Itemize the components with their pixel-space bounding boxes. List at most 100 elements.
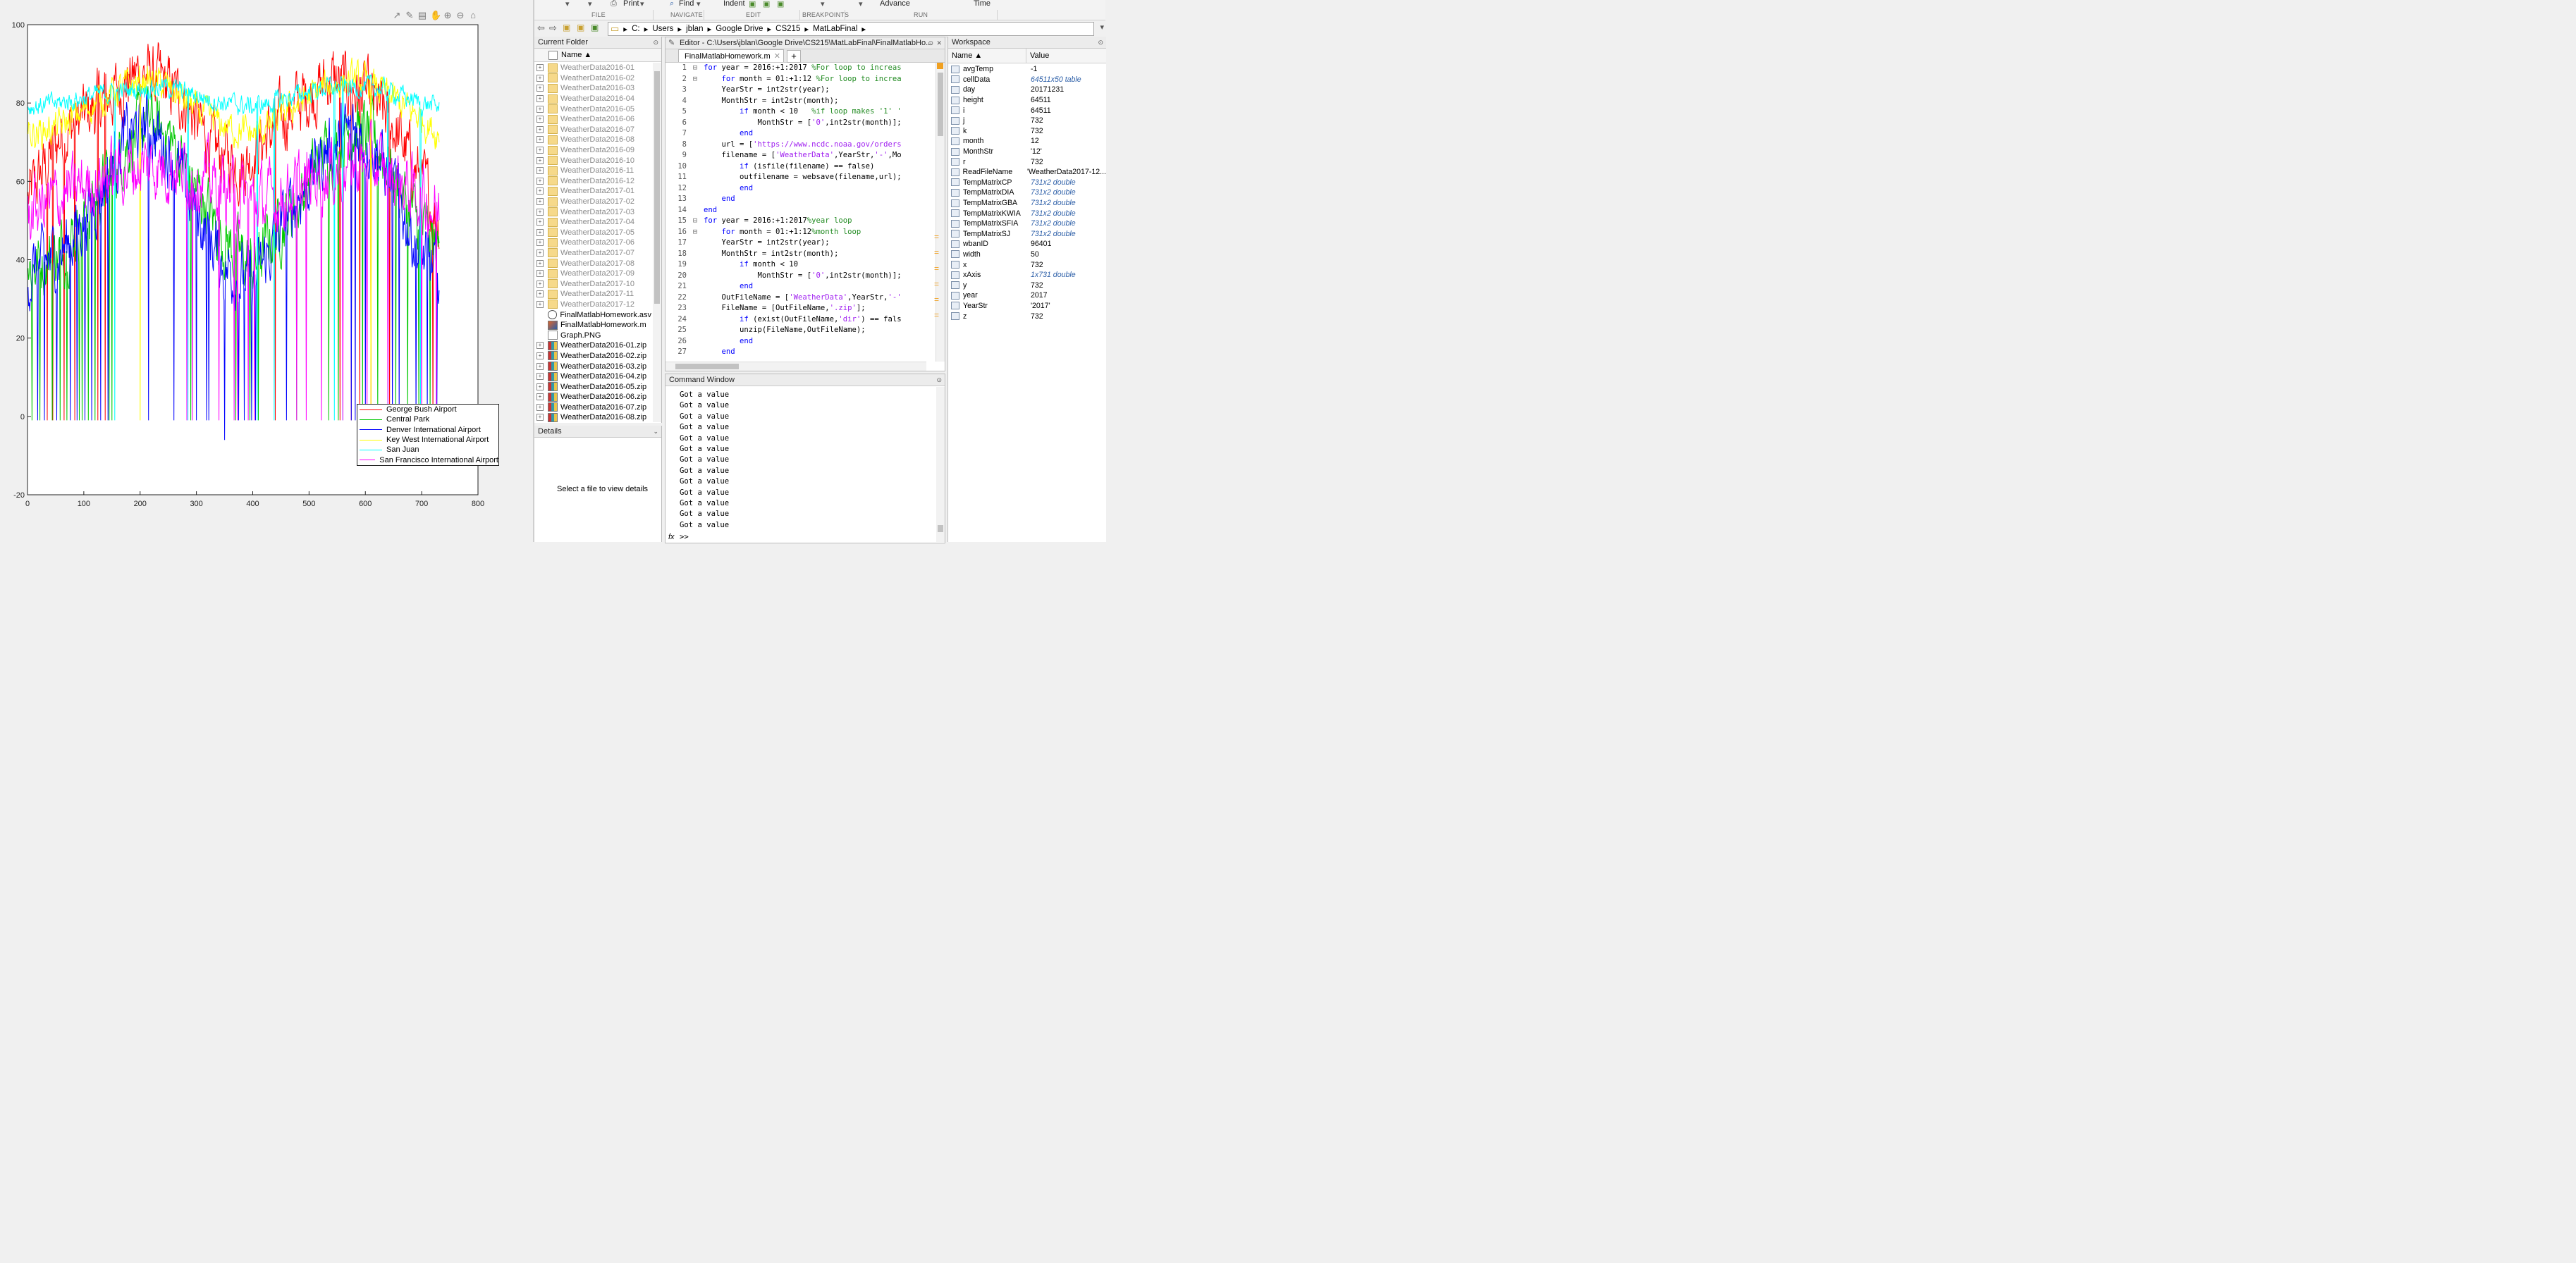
- expand-icon[interactable]: +: [536, 259, 544, 267]
- zoom-in-icon[interactable]: ⊕: [443, 10, 452, 20]
- file-list-item[interactable]: + WeatherData2017-05: [534, 228, 651, 238]
- line-number[interactable]: 26: [677, 336, 687, 345]
- file-list-item[interactable]: + WeatherData2016-02: [534, 73, 651, 84]
- workspace-variable[interactable]: MonthStr '12': [948, 147, 1106, 157]
- expand-icon[interactable]: +: [536, 352, 544, 359]
- zoom-out-icon[interactable]: ⊖: [456, 10, 465, 20]
- warning-marker[interactable]: =: [934, 278, 940, 289]
- workspace-variable[interactable]: k 732: [948, 126, 1106, 137]
- name-column-header[interactable]: Name ▲: [561, 51, 592, 59]
- file-list-item[interactable]: + WeatherData2016-08.zip: [534, 412, 651, 423]
- expand-icon[interactable]: +: [536, 187, 544, 195]
- expand-icon[interactable]: +: [536, 362, 544, 370]
- path-segment[interactable]: C:: [632, 25, 640, 33]
- close-icon[interactable]: ✕: [936, 39, 942, 47]
- line-number[interactable]: 23: [677, 304, 687, 312]
- editor-horizontal-scrollbar[interactable]: [666, 362, 926, 371]
- expand-icon[interactable]: +: [536, 342, 544, 350]
- dropdown-arrow-icon[interactable]: ▾: [859, 0, 863, 8]
- path-segment[interactable]: jblan: [686, 25, 704, 33]
- scrollbar-thumb[interactable]: [675, 364, 739, 369]
- home-icon[interactable]: ⌂: [470, 10, 476, 20]
- file-list-item[interactable]: + WeatherData2017-10: [534, 278, 651, 289]
- expand-icon[interactable]: +: [536, 280, 544, 288]
- legend-entry[interactable]: San Juan: [357, 445, 498, 455]
- fold-toggle-icon[interactable]: ⊟: [692, 227, 698, 236]
- fold-toggle-icon[interactable]: ⊟: [692, 63, 698, 72]
- indent-button[interactable]: Indent: [723, 0, 745, 8]
- expand-icon[interactable]: +: [536, 125, 544, 133]
- code-line[interactable]: 22 OutFileName = ['WeatherData',YearStr,…: [666, 292, 926, 304]
- workspace-variable[interactable]: j 732: [948, 116, 1106, 126]
- run-section-icon[interactable]: ▣: [749, 0, 756, 8]
- file-list-item[interactable]: + WeatherData2016-09: [534, 145, 651, 156]
- editor-vertical-scrollbar[interactable]: [936, 63, 945, 362]
- workspace-variable[interactable]: ReadFileName 'WeatherData2017-12...: [948, 167, 1106, 178]
- expand-icon[interactable]: +: [536, 228, 544, 236]
- series-line-4[interactable]: [27, 74, 440, 421]
- advance-button[interactable]: Advance: [880, 0, 910, 8]
- file-list-item[interactable]: + WeatherData2016-07: [534, 125, 651, 135]
- fold-toggle-icon[interactable]: ⊟: [692, 216, 698, 225]
- line-number[interactable]: 16: [677, 227, 687, 236]
- workspace-variable[interactable]: month 12: [948, 136, 1106, 147]
- code-line[interactable]: 19 if month < 10: [666, 259, 926, 271]
- expand-icon[interactable]: +: [536, 239, 544, 247]
- back-arrow-icon[interactable]: ⇦: [537, 23, 545, 33]
- line-number[interactable]: 12: [677, 183, 687, 192]
- file-list-item[interactable]: + WeatherData2016-08: [534, 135, 651, 145]
- search-folder-icon[interactable]: ▣: [591, 23, 599, 32]
- file-list-item[interactable]: + WeatherData2017-11: [534, 289, 651, 300]
- expand-icon[interactable]: +: [536, 105, 544, 113]
- line-number[interactable]: 25: [677, 326, 687, 334]
- code-line[interactable]: 1 ⊟ for year = 2016:+1:2017 %For loop to i…: [666, 63, 926, 74]
- command-scrollbar[interactable]: [936, 387, 945, 542]
- line-number[interactable]: 5: [682, 107, 687, 116]
- tab-finalmatlabhomework[interactable]: FinalMatlabHomework.m ✕: [678, 49, 784, 62]
- printer-icon[interactable]: ⎙: [611, 0, 617, 8]
- new-tab-button[interactable]: +: [787, 50, 801, 63]
- forward-arrow-icon[interactable]: ⇨: [549, 23, 557, 33]
- line-number[interactable]: 18: [677, 249, 687, 258]
- panel-menu-icon[interactable]: ⊙: [928, 39, 933, 47]
- code-line[interactable]: 9 filename = ['WeatherData',YearStr,'-',…: [666, 150, 926, 161]
- command-prompt[interactable]: >>: [680, 533, 689, 541]
- pan-hand-icon[interactable]: ✋: [430, 10, 442, 20]
- line-number[interactable]: 19: [677, 260, 687, 269]
- line-number[interactable]: 7: [682, 129, 687, 137]
- browse-folder-icon[interactable]: ▣: [577, 23, 585, 32]
- file-list-item[interactable]: + WeatherData2016-07.zip: [534, 402, 651, 413]
- workspace-variable[interactable]: avgTemp -1: [948, 64, 1106, 75]
- code-line[interactable]: 11 outfilename = websave(filename,url);: [666, 172, 926, 183]
- code-line[interactable]: 18 MonthStr = int2str(month);: [666, 249, 926, 260]
- file-list-item[interactable]: + WeatherData2017-04: [534, 217, 651, 228]
- code-line[interactable]: 5 if month < 10 %if loop makes '1' ': [666, 106, 926, 118]
- file-list-item[interactable]: + WeatherData2017-08: [534, 258, 651, 269]
- code-line[interactable]: 6 MonthStr = ['0',int2str(month)];: [666, 118, 926, 129]
- workspace-variable[interactable]: r 732: [948, 156, 1106, 167]
- expand-icon[interactable]: +: [536, 414, 544, 421]
- file-list-item[interactable]: Graph.PNG: [534, 330, 651, 340]
- workspace-variable[interactable]: YearStr '2017': [948, 301, 1106, 312]
- legend-entry[interactable]: Central Park: [357, 414, 498, 424]
- dropdown-arrow-icon[interactable]: ▾: [565, 0, 570, 8]
- file-list-item[interactable]: FinalMatlabHomework.m: [534, 320, 651, 331]
- workspace-variable[interactable]: xAxis 1x731 double: [948, 270, 1106, 281]
- function-icon[interactable]: ▣: [777, 0, 785, 8]
- line-number[interactable]: 6: [682, 118, 687, 127]
- collapse-icon[interactable]: ⌄: [653, 428, 658, 435]
- warning-marker[interactable]: =: [934, 310, 940, 321]
- workspace-variable[interactable]: TempMatrixGBA 731x2 double: [948, 198, 1106, 209]
- code-line[interactable]: 13 end: [666, 194, 926, 205]
- line-number[interactable]: 22: [677, 292, 687, 302]
- warning-marker[interactable]: =: [934, 247, 940, 258]
- line-number[interactable]: 10: [677, 161, 687, 171]
- line-number[interactable]: 24: [677, 314, 687, 324]
- expand-icon[interactable]: +: [536, 116, 544, 123]
- code-line[interactable]: 21 end: [666, 281, 926, 292]
- expand-icon[interactable]: +: [536, 270, 544, 278]
- code-line[interactable]: 2 ⊟ for month = 01:+1:12 %For loop to inc…: [666, 74, 926, 85]
- dropdown-arrow-icon[interactable]: ▾: [697, 0, 701, 8]
- line-number[interactable]: 17: [677, 238, 687, 247]
- line-number[interactable]: 4: [682, 96, 687, 105]
